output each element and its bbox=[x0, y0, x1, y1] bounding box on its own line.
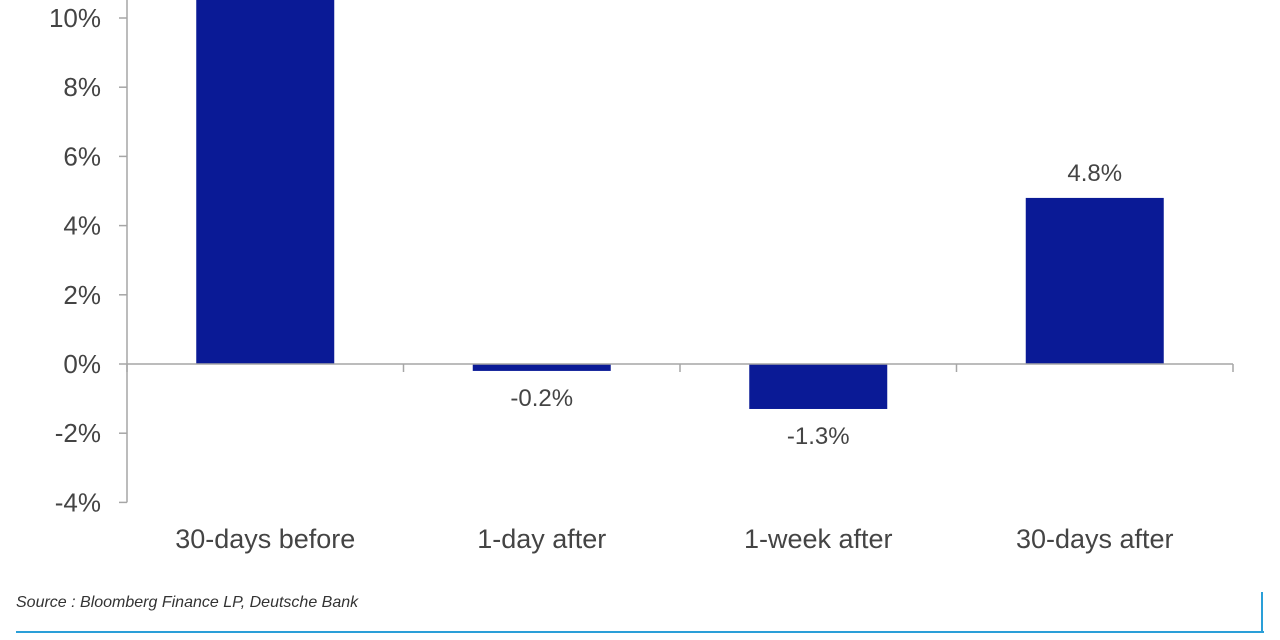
y-tick-label: -4% bbox=[55, 487, 101, 517]
bar bbox=[196, 0, 335, 365]
bar-chart: -4% -2% 0% 2% 4% 6% 8% 10% -0.2% -1.3% 4.8% 30-da… bbox=[49, 0, 1234, 554]
y-axis: -4% -2% 0% 2% 4% 6% 8% 10% bbox=[49, 0, 128, 517]
footer-rule-corner bbox=[1261, 592, 1263, 633]
data-label: 4.8% bbox=[1067, 160, 1122, 187]
bars bbox=[196, 0, 1164, 409]
zero-axis bbox=[126, 363, 1234, 372]
category-label: 30-days before bbox=[175, 524, 355, 554]
bar bbox=[749, 364, 888, 409]
data-labels: -0.2% -1.3% 4.8% bbox=[510, 160, 1122, 450]
y-tick-label: 2% bbox=[63, 280, 101, 310]
data-label: -1.3% bbox=[787, 423, 850, 450]
y-tick-label: 0% bbox=[63, 349, 101, 379]
y-tick-label: 10% bbox=[49, 3, 101, 33]
y-tick-label: 8% bbox=[63, 72, 101, 102]
category-label: 1-day after bbox=[477, 524, 606, 554]
category-label: 30-days after bbox=[1016, 524, 1174, 554]
x-axis-labels: 30-days before 1-day after 1-week after 30-… bbox=[175, 524, 1173, 554]
y-tick-label: 6% bbox=[63, 141, 101, 171]
bar bbox=[472, 364, 611, 371]
bar bbox=[1025, 197, 1164, 364]
data-label: -0.2% bbox=[510, 385, 573, 412]
source-note: Source : Bloomberg Finance LP, Deutsche … bbox=[16, 594, 359, 611]
category-label: 1-week after bbox=[744, 524, 893, 554]
y-tick-label: -2% bbox=[55, 418, 101, 448]
footer-rule bbox=[16, 631, 1264, 633]
y-tick-label: 4% bbox=[63, 211, 101, 241]
